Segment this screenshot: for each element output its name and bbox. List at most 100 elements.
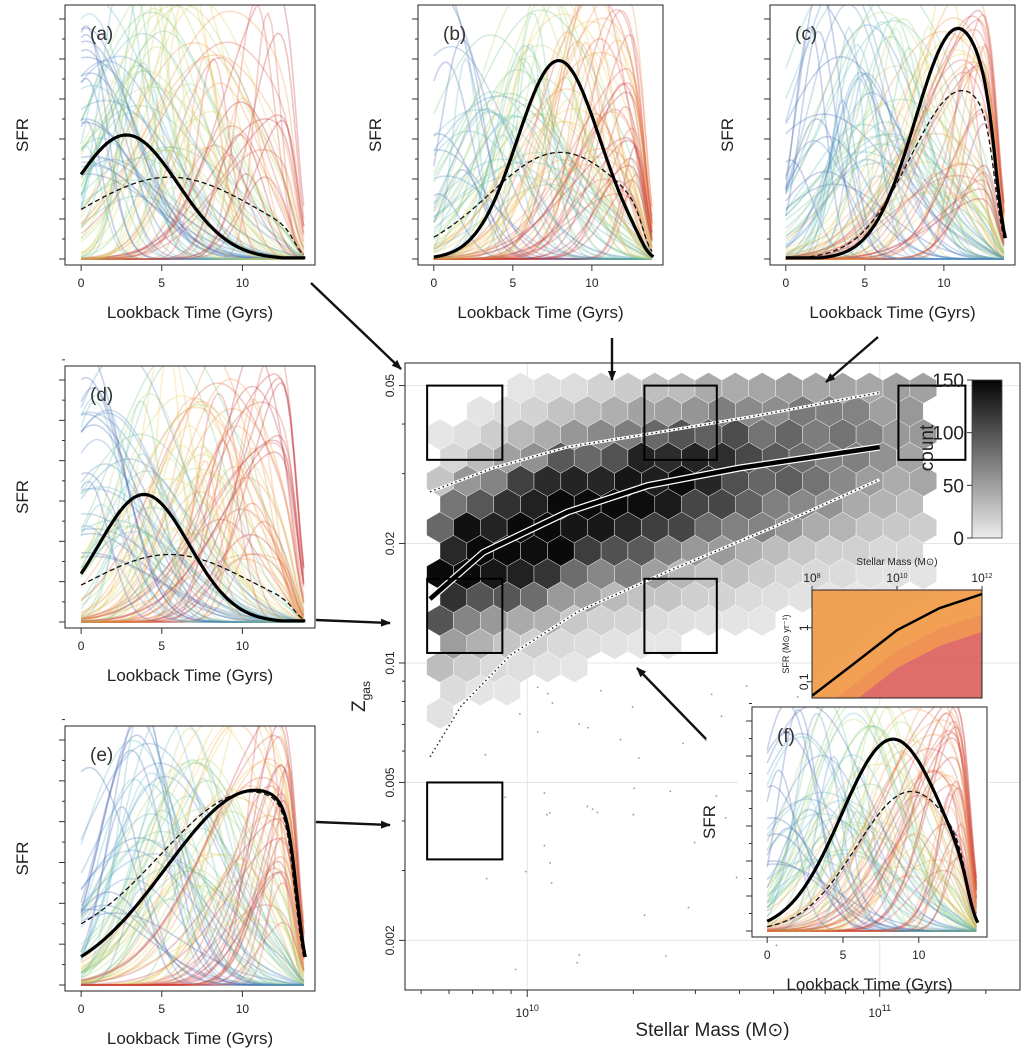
sfh-curve xyxy=(81,816,305,986)
sfh-curve xyxy=(767,792,978,932)
sfh-curve xyxy=(80,839,304,986)
sfh-curve xyxy=(433,179,653,260)
sfh-curve xyxy=(80,132,304,260)
x-tick-label: 0 xyxy=(78,639,85,653)
sfh-curve xyxy=(81,148,305,260)
sfh-curve xyxy=(766,798,977,932)
connector-arrows xyxy=(310,282,879,829)
inset-sfms-line xyxy=(812,592,982,697)
sfh-curve xyxy=(785,102,1005,259)
sfh-curve xyxy=(433,38,652,260)
arrow-e xyxy=(315,820,391,829)
sfh-curve xyxy=(80,525,304,623)
sfh-curve xyxy=(81,529,304,623)
sfh-curve xyxy=(80,98,304,260)
sfh-curve xyxy=(80,46,304,260)
sfh-curve xyxy=(81,477,305,623)
sfh-curve xyxy=(80,912,304,986)
outlier-dot xyxy=(543,792,546,795)
x-axis-label: Lookback Time (Gyrs) xyxy=(809,303,975,322)
sfh-curve xyxy=(766,795,977,932)
sfh-curve xyxy=(785,132,1005,254)
sfh-curve xyxy=(433,5,653,258)
sfh-curve xyxy=(433,57,652,260)
sfh-curve xyxy=(81,56,305,259)
sfh-curve xyxy=(81,133,304,260)
sfh-curve xyxy=(433,90,652,260)
sfh-curve xyxy=(80,766,304,986)
outlier-dot xyxy=(484,753,487,756)
sfh-curve xyxy=(433,113,653,259)
sfh-curve xyxy=(433,164,653,260)
sfh-curve xyxy=(81,438,304,623)
sfh-curve xyxy=(80,13,304,260)
sfh-curve xyxy=(767,756,978,932)
sfh-curve xyxy=(785,30,1004,260)
sfh-curve xyxy=(81,882,305,986)
sfh-curve xyxy=(767,875,977,932)
sfh-curve xyxy=(766,712,977,931)
sfh-curve xyxy=(80,472,305,615)
sfh-curve xyxy=(433,69,653,260)
outlier-dot xyxy=(546,692,549,695)
sfh-curve xyxy=(81,439,305,620)
sfh-curve xyxy=(766,817,977,932)
sfh-curve xyxy=(785,161,1005,257)
sfh-curve xyxy=(80,157,304,260)
sfh-curve xyxy=(80,849,304,986)
sfh-curve xyxy=(81,726,305,986)
sfh-curve xyxy=(766,833,977,932)
outlier-dot xyxy=(687,906,690,909)
sfh-curve xyxy=(785,170,1004,260)
panel-f: 0 5 10 Lookback Time (Gyrs) SFR (f) xyxy=(700,703,989,994)
sfh-curve xyxy=(785,5,1004,260)
sfh-curve xyxy=(81,887,304,986)
sfh-curve xyxy=(80,41,305,248)
sfh-curve xyxy=(80,852,305,983)
sfh-curve xyxy=(433,91,653,260)
sfh-curve xyxy=(766,732,977,932)
sfh-curve xyxy=(80,852,305,976)
sfh-curve xyxy=(80,84,304,260)
sfh-curve xyxy=(766,848,977,931)
sfh-curve xyxy=(433,113,652,260)
sfh-curve xyxy=(766,837,977,930)
outlier-dot xyxy=(578,954,581,956)
panel-label: (c) xyxy=(795,24,817,45)
x-tick-label: 5 xyxy=(158,639,165,653)
panel-label: (f) xyxy=(777,726,795,747)
sfh-curve xyxy=(80,382,305,603)
sfh-curve xyxy=(80,726,305,982)
sfh-curve xyxy=(766,824,977,931)
sfh-curve xyxy=(433,5,653,258)
sfh-curve xyxy=(80,524,304,623)
sfh-curve xyxy=(81,381,305,623)
sfh-curve xyxy=(81,757,305,985)
selection-box-e xyxy=(426,781,504,861)
sfh-curve xyxy=(80,72,304,260)
sfh-curve xyxy=(433,157,653,260)
sfh-curve xyxy=(785,65,1005,254)
median-sfh-dashed xyxy=(785,89,1005,259)
sfh-curve xyxy=(80,453,305,620)
sfh-curve xyxy=(785,5,1004,260)
sfh-curve xyxy=(80,726,304,986)
outlier-dot xyxy=(550,882,553,884)
sfh-curve xyxy=(81,817,305,984)
sfh-curve xyxy=(80,146,304,260)
sfh-curve xyxy=(433,111,652,260)
outlier-dot xyxy=(705,739,707,742)
sfh-curve xyxy=(766,707,977,932)
y-tick-label: 0.002 xyxy=(383,925,397,955)
x-tick-label: 1011 xyxy=(868,1003,891,1020)
sfh-curve xyxy=(767,707,978,932)
outlier-dot xyxy=(587,726,589,729)
outlier-dot xyxy=(546,813,548,816)
panel-d: 0 5 10 Lookback Time (Gyrs) SFR (d) xyxy=(13,359,316,685)
sfh-curve xyxy=(80,5,304,259)
outlier-dot xyxy=(682,742,684,745)
sfh-curve xyxy=(81,921,305,986)
sfh-curve xyxy=(80,739,304,986)
sfh-curve xyxy=(81,880,305,985)
